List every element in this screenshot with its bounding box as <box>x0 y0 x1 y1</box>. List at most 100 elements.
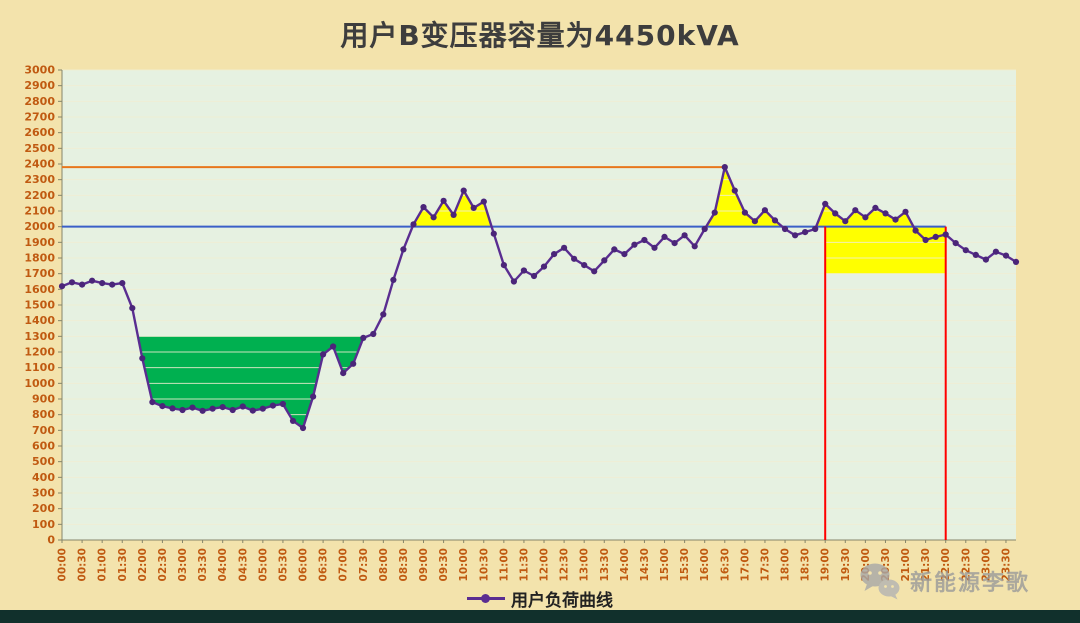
y-axis-tick-label: 500 <box>32 455 55 468</box>
x-axis-tick-label: 23:00 <box>980 548 992 581</box>
watermark: 新能源李歌 <box>858 561 1030 601</box>
y-axis-tick-label: 1300 <box>24 330 55 343</box>
load-curve-point <box>390 276 397 283</box>
y-axis-tick-label: 0 <box>47 534 55 547</box>
x-axis-tick-label: 12:30 <box>559 548 571 581</box>
load-curve-point <box>691 243 698 250</box>
x-axis-tick-label: 12:00 <box>539 548 551 581</box>
load-curve-point <box>99 280 106 287</box>
y-axis-tick-label: 2000 <box>24 220 55 233</box>
load-curve-point <box>249 407 256 414</box>
x-axis-tick-label: 07:30 <box>358 548 370 581</box>
load-curve-point <box>340 370 347 377</box>
load-curve-point <box>259 405 266 412</box>
load-curve-point <box>239 403 246 410</box>
load-curve-point <box>420 204 427 211</box>
x-axis-tick-label: 09:00 <box>418 548 430 581</box>
load-curve-point <box>842 218 849 225</box>
x-axis-tick-label: 04:30 <box>237 548 249 581</box>
legend-line-marker-icon <box>467 592 505 605</box>
load-curve-point <box>189 404 196 411</box>
y-axis-tick-label: 600 <box>32 440 55 453</box>
x-axis-tick-label: 22:30 <box>960 548 972 581</box>
load-curve-point <box>430 214 437 221</box>
load-curve-point <box>611 246 618 253</box>
load-curve-point <box>711 209 718 216</box>
load-curve-point <box>792 232 799 239</box>
load-curve-point <box>510 278 517 285</box>
y-axis-tick-label: 2500 <box>24 142 55 155</box>
load-curve-point <box>621 251 628 258</box>
x-axis-tick-label: 05:30 <box>277 548 289 581</box>
load-curve-point <box>480 198 487 205</box>
load-curve-point <box>952 240 959 247</box>
y-axis-tick-label: 1400 <box>24 314 55 327</box>
load-curve-point <box>802 229 809 236</box>
load-curve-point <box>862 214 869 221</box>
y-axis-tick-label: 1100 <box>24 361 55 374</box>
load-curve-point <box>179 406 186 414</box>
load-curve-point <box>661 233 668 240</box>
load-curve-point <box>872 204 879 211</box>
load-curve-point <box>330 343 337 350</box>
load-curve-point <box>761 207 769 214</box>
load-curve-point <box>591 268 598 275</box>
load-curve-point <box>571 255 578 262</box>
x-axis-tick-label: 21:00 <box>900 548 912 581</box>
x-axis-tick-label: 03:30 <box>197 548 209 581</box>
footer-bar <box>0 610 1080 623</box>
y-axis-tick-label: 1500 <box>24 299 55 312</box>
x-axis-tick-label: 07:00 <box>338 548 350 581</box>
y-axis-tick-label: 3000 <box>24 64 55 77</box>
x-axis-tick-label: 15:30 <box>679 548 691 581</box>
load-curve-point <box>299 424 307 432</box>
y-axis-tick-label: 2300 <box>24 173 55 186</box>
load-curve-point <box>520 267 528 274</box>
load-curve-point <box>651 244 658 251</box>
x-axis-tick-label: 00:30 <box>77 548 89 581</box>
y-axis-tick-label: 1200 <box>24 346 55 359</box>
load-curve-point <box>530 272 538 280</box>
load-curve-point <box>109 281 116 288</box>
load-curve-point <box>561 244 568 251</box>
x-axis-tick-label: 05:00 <box>257 548 269 581</box>
load-curve-point <box>159 403 166 410</box>
legend-label: 用户负荷曲线 <box>511 591 613 611</box>
x-axis-tick-label: 04:00 <box>217 548 229 581</box>
load-curve-point <box>852 207 859 214</box>
y-axis-tick-label: 1800 <box>24 252 55 265</box>
load-curve-point <box>781 225 789 233</box>
load-curve-point <box>942 231 949 238</box>
load-curve-point <box>370 330 377 338</box>
x-axis-tick-label: 18:00 <box>780 548 792 581</box>
load-curve-point <box>119 280 126 287</box>
peak-fill-area <box>816 203 914 227</box>
load-curve-point <box>410 221 417 228</box>
load-curve-point <box>972 251 979 258</box>
y-axis-tick-label: 2100 <box>24 205 55 218</box>
peak-fill-area <box>706 167 783 227</box>
load-curve-point <box>79 281 86 288</box>
y-axis-tick-label: 1600 <box>24 283 55 296</box>
chart-title: 用户B变压器容量为4450kVA <box>340 19 740 52</box>
load-curve-point <box>129 305 136 312</box>
load-curve-point <box>681 232 688 239</box>
load-curve-point <box>932 233 939 240</box>
x-axis-tick-label: 08:30 <box>398 548 410 581</box>
load-curve-point <box>68 279 76 286</box>
x-axis-tick-label: 21:30 <box>920 548 932 581</box>
load-curve-point <box>731 187 738 194</box>
load-curve-point <box>209 405 216 412</box>
load-curve-point <box>450 211 457 218</box>
x-axis-tick-label: 17:00 <box>739 548 751 581</box>
load-curve-point <box>289 417 297 424</box>
y-axis-tick-label: 400 <box>32 471 55 484</box>
load-curve-point <box>169 405 176 412</box>
load-curve-point <box>1002 252 1010 259</box>
x-axis-tick-label: 08:00 <box>378 548 390 581</box>
y-axis-tick-label: 2200 <box>24 189 55 202</box>
y-axis-tick-label: 300 <box>32 487 55 500</box>
y-axis-tick-label: 2900 <box>24 79 55 92</box>
watermark-text: 新能源李歌 <box>909 571 1030 596</box>
